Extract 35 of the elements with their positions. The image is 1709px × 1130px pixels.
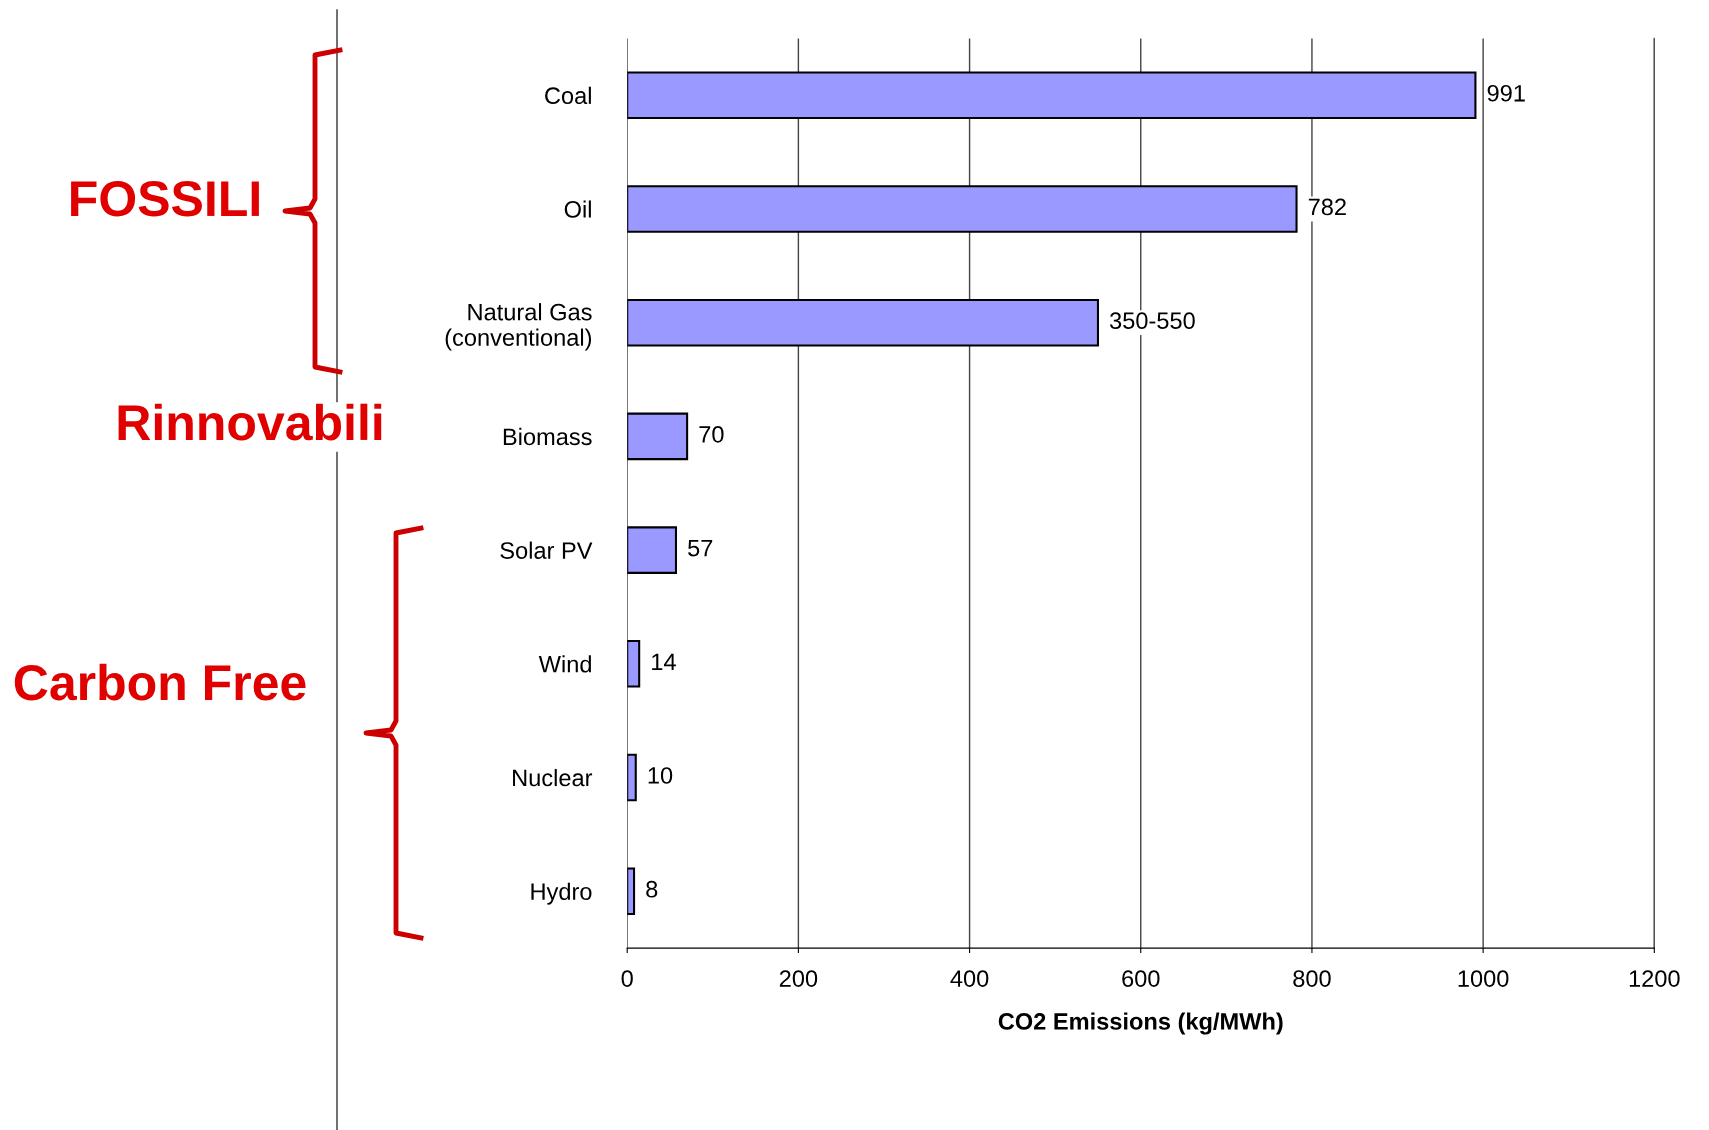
y-tick-label: Hydro bbox=[531, 882, 592, 905]
data-label: 8 bbox=[646, 880, 658, 898]
x-tick-label: 800 bbox=[1293, 970, 1331, 987]
bar bbox=[627, 526, 678, 574]
y-tick-label: Nuclear bbox=[513, 768, 593, 787]
y-tick-label: Wind bbox=[538, 655, 591, 673]
data-label: 70 bbox=[699, 426, 724, 443]
x-tick-label: 1000 bbox=[1458, 970, 1509, 987]
y-tick-label: Biomass bbox=[503, 427, 592, 446]
data-label: 57 bbox=[688, 539, 713, 557]
bar bbox=[627, 185, 1298, 233]
bar bbox=[627, 753, 637, 802]
bar bbox=[627, 71, 1477, 120]
x-axis-title: CO2 Emissions (kg/MWh) bbox=[998, 1012, 1283, 1035]
bar bbox=[627, 298, 1099, 347]
y-tick-label: Natural Gas (conventional) bbox=[445, 303, 592, 351]
text: Carbon Free bbox=[14, 663, 306, 701]
text: Rinnovabili bbox=[118, 403, 382, 441]
x-tick-label: 600 bbox=[1122, 970, 1160, 987]
y-tick-label: Coal bbox=[545, 86, 591, 105]
data-label: 14 bbox=[652, 653, 676, 670]
data-label: 782 bbox=[1308, 198, 1346, 216]
bar bbox=[627, 412, 689, 461]
x-tick-label: 200 bbox=[779, 970, 818, 987]
y-tick-label: Oil bbox=[564, 200, 591, 218]
y-tick-label: Solar PV bbox=[500, 541, 593, 559]
data-label: 10 bbox=[648, 767, 673, 784]
x-tick-label: 400 bbox=[950, 970, 989, 987]
x-tick-label: 0 bbox=[621, 970, 633, 987]
text: FOSSILI bbox=[71, 181, 259, 217]
x-tick-label: 1200 bbox=[1629, 970, 1680, 987]
data-label: 991 bbox=[1487, 84, 1525, 102]
bar bbox=[627, 640, 641, 688]
data-label: 350-550 bbox=[1109, 312, 1195, 330]
bar bbox=[627, 867, 636, 915]
